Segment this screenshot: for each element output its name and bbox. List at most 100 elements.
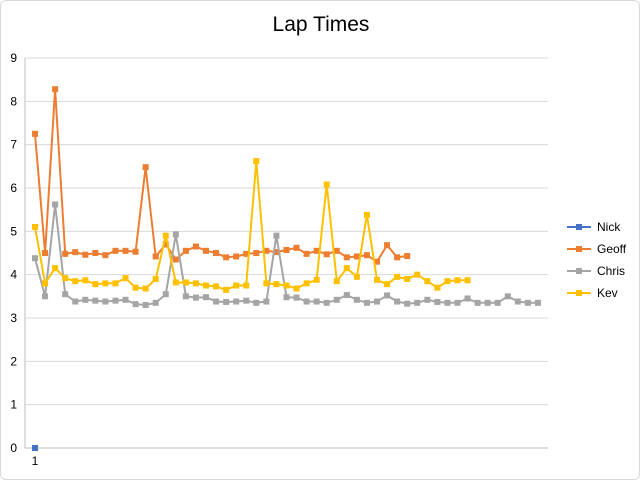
data-point-geoff bbox=[263, 247, 270, 254]
data-point-chris bbox=[303, 298, 310, 305]
data-point-kev bbox=[62, 275, 69, 282]
data-point-kev bbox=[243, 282, 250, 289]
data-point-geoff bbox=[384, 242, 391, 249]
legend-label-geoff: Geoff bbox=[597, 242, 627, 256]
data-point-nick bbox=[32, 445, 38, 451]
data-point-chris bbox=[132, 301, 139, 308]
data-point-kev bbox=[384, 281, 391, 288]
data-point-chris bbox=[273, 232, 280, 239]
data-point-chris bbox=[293, 294, 300, 301]
data-point-kev bbox=[102, 280, 109, 287]
data-point-kev bbox=[162, 232, 169, 239]
data-point-geoff bbox=[353, 253, 360, 260]
data-point-chris bbox=[454, 299, 461, 306]
data-point-geoff bbox=[363, 252, 370, 259]
data-point-geoff bbox=[52, 86, 59, 93]
data-point-kev bbox=[182, 279, 189, 286]
data-point-chris bbox=[182, 293, 189, 300]
data-point-kev bbox=[414, 271, 421, 278]
data-point-kev bbox=[333, 278, 340, 285]
data-point-kev bbox=[253, 158, 260, 165]
data-point-kev bbox=[343, 265, 350, 272]
data-point-chris bbox=[223, 298, 230, 305]
data-point-chris bbox=[504, 293, 511, 300]
series-line-chris bbox=[34, 203, 538, 306]
data-point-geoff bbox=[132, 248, 139, 255]
data-point-geoff bbox=[213, 250, 220, 256]
data-point-kev bbox=[132, 284, 139, 291]
data-point-kev bbox=[142, 285, 149, 292]
data-point-chris bbox=[363, 299, 370, 306]
legend-marker-geoff bbox=[576, 246, 582, 252]
data-point-kev bbox=[172, 279, 179, 286]
data-point-kev bbox=[192, 280, 199, 287]
data-point-kev bbox=[152, 276, 159, 282]
data-point-kev bbox=[92, 281, 99, 288]
data-point-chris bbox=[534, 299, 541, 306]
data-point-geoff bbox=[122, 247, 129, 254]
data-point-chris bbox=[384, 292, 391, 299]
data-point-chris bbox=[142, 302, 149, 308]
y-tick-label: 9 bbox=[10, 51, 17, 65]
chart-title: Lap Times bbox=[272, 13, 370, 36]
data-point-geoff bbox=[172, 256, 179, 263]
data-point-chris bbox=[32, 255, 38, 262]
data-point-geoff bbox=[102, 252, 109, 259]
data-point-chris bbox=[444, 299, 451, 306]
data-point-geoff bbox=[293, 244, 300, 251]
data-point-chris bbox=[323, 299, 330, 306]
y-tick-label: 8 bbox=[10, 94, 17, 108]
data-point-kev bbox=[313, 276, 320, 283]
data-point-chris bbox=[172, 231, 179, 238]
legend-label-nick: Nick bbox=[597, 220, 621, 234]
data-point-chris bbox=[474, 299, 481, 306]
data-point-chris bbox=[82, 296, 89, 303]
data-point-kev bbox=[112, 280, 119, 287]
data-point-chris bbox=[263, 298, 270, 305]
data-point-kev bbox=[454, 277, 461, 284]
data-point-chris bbox=[353, 296, 360, 303]
data-point-geoff bbox=[82, 251, 89, 258]
legend-marker-chris bbox=[576, 268, 582, 274]
data-point-chris bbox=[203, 294, 209, 301]
data-point-chris bbox=[524, 299, 531, 306]
data-point-chris bbox=[92, 297, 99, 304]
data-point-geoff bbox=[192, 243, 199, 250]
data-point-chris bbox=[313, 298, 320, 305]
data-point-geoff bbox=[72, 249, 79, 256]
data-point-chris bbox=[102, 298, 109, 305]
data-point-geoff bbox=[343, 254, 350, 261]
data-point-chris bbox=[152, 299, 159, 306]
data-point-kev bbox=[263, 280, 270, 287]
data-point-kev bbox=[404, 276, 411, 282]
data-point-chris bbox=[343, 292, 350, 299]
data-point-chris bbox=[464, 295, 471, 302]
data-point-geoff bbox=[253, 250, 260, 256]
legend-marker-kev bbox=[576, 290, 582, 296]
data-point-chris bbox=[213, 298, 220, 305]
data-point-kev bbox=[203, 282, 209, 289]
data-point-geoff bbox=[182, 247, 189, 254]
data-point-kev bbox=[52, 265, 59, 272]
data-point-geoff bbox=[303, 250, 310, 257]
data-point-kev bbox=[82, 277, 89, 284]
data-point-kev bbox=[42, 280, 49, 287]
y-tick-label: 0 bbox=[10, 441, 17, 455]
data-point-chris bbox=[283, 294, 290, 301]
data-point-geoff bbox=[32, 130, 38, 137]
data-point-kev bbox=[464, 277, 471, 284]
data-point-kev bbox=[394, 273, 401, 280]
data-point-kev bbox=[32, 224, 38, 230]
data-point-geoff bbox=[203, 247, 209, 254]
data-point-geoff bbox=[92, 250, 99, 256]
data-point-chris bbox=[374, 298, 380, 305]
data-point-geoff bbox=[42, 250, 49, 256]
data-point-chris bbox=[484, 299, 491, 306]
legend-marker-nick bbox=[576, 224, 582, 230]
data-point-kev bbox=[363, 211, 370, 218]
y-tick-label: 3 bbox=[10, 311, 17, 325]
data-point-kev bbox=[233, 282, 240, 289]
data-point-chris bbox=[62, 291, 69, 298]
series-line-geoff bbox=[34, 88, 408, 263]
